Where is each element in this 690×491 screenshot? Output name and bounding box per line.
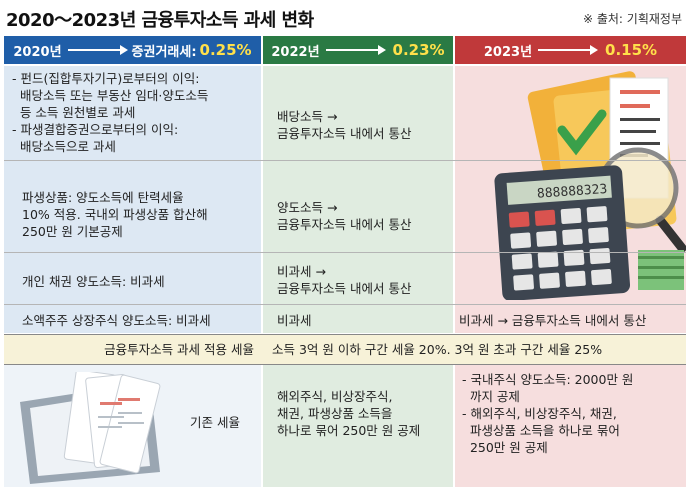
cell-line: 10% 적용. 국내외 파생상품 합산해 <box>22 207 208 222</box>
r1-2022-text: 배당소득 → 금융투자소득 내에서 통산 <box>277 108 453 142</box>
cell-line: 하나로 묶어 250만 원 공제 <box>277 423 421 438</box>
header-2020-label: 증권거래세: <box>131 44 197 60</box>
row-divider <box>4 364 686 365</box>
finance-illustration: 888888323 <box>494 71 686 300</box>
r3-2022-text: 비과세 → 금융투자소득 내에서 통산 <box>277 263 453 297</box>
cell-line: 소액주주 상장주식 양도소득: 비과세 <box>22 313 211 328</box>
arrow-icon <box>325 45 386 55</box>
cell-line: 비과세 → 금융투자소득 내에서 통산 <box>459 313 647 328</box>
calculator-key <box>537 251 559 268</box>
r4-2022-text: 비과세 <box>277 312 453 329</box>
column-2020-bg <box>4 66 261 333</box>
page-title: 2020～2023년 금융투자소득 과세 변화 <box>6 10 314 31</box>
tax-rate-row-bg <box>4 334 686 364</box>
cell-line: 비과세 → <box>277 264 326 279</box>
cell-line: 소득 3억 원 이하 구간 세율 20%. 3억 원 초과 구간 세율 25% <box>272 342 603 357</box>
header-2022-rate: 0.23% <box>392 41 445 59</box>
r2-2020-text: 파생상품: 양도소득에 탄력세율 10% 적용. 국내외 파생상품 합산해 250만… <box>22 189 260 240</box>
calculator-key <box>591 268 612 286</box>
arrow-icon <box>538 45 599 55</box>
calculator-key <box>586 206 608 223</box>
r5-rate-text: 소득 3억 원 이하 구간 세율 20%. 3억 원 초과 구간 세율 25% <box>272 341 686 358</box>
cell-line: 채권, 파생상품 소득을 <box>277 406 393 421</box>
laptop-documents-illustration <box>20 372 161 484</box>
header-2020-rate: 0.25% <box>199 41 252 59</box>
calculator-key <box>562 228 583 245</box>
column-2022-bg-bottom <box>263 365 453 487</box>
cell-line: 250만 원 공제 <box>462 440 548 455</box>
row-divider <box>4 334 686 335</box>
cell-line: 양도소득 → <box>277 200 338 215</box>
cell-line: 금융투자소득 내에서 통산 <box>277 281 412 296</box>
header-2020-year: 2020년 <box>13 44 62 60</box>
calculator-key <box>534 209 556 226</box>
cell-line: 비과세 <box>277 313 312 328</box>
cell-line: 까지 공제 <box>462 389 520 404</box>
header-2022-year: 2022년 <box>271 44 320 60</box>
source-note: ※ 출처: 기획재정부 <box>582 12 682 26</box>
header-2020: 2020년 증권거래세: 0.25% <box>4 36 261 64</box>
calculator-key <box>560 207 582 225</box>
calculator-key <box>565 270 586 287</box>
calculator-key <box>511 253 533 270</box>
arrow-icon <box>67 45 128 55</box>
cell-line: 배당소득 또는 부동산 임대·양도소득 <box>12 88 209 103</box>
calculator-key <box>536 230 557 247</box>
r2-2022-text: 양도소득 → 금융투자소득 내에서 통산 <box>277 199 453 233</box>
calculator-display: 888888323 <box>537 182 608 202</box>
row-divider <box>4 252 686 253</box>
cell-line: 파생상품 소득을 하나로 묶어 <box>462 423 620 438</box>
r4-2023-text: 비과세 → 금융투자소득 내에서 통산 <box>459 312 687 329</box>
cell-line: - 해외주식, 비상장주식, 채권, <box>462 406 617 421</box>
calculator-key <box>508 211 530 228</box>
r3-2020-text: 개인 채권 양도소득: 비과세 <box>22 273 260 290</box>
column-2023-bg-bottom <box>455 365 686 487</box>
r4-2020-text: 소액주주 상장주식 양도소득: 비과세 <box>22 312 260 329</box>
r5-label: 금융투자소득 과세 적용 세율 <box>4 341 254 358</box>
row-divider <box>4 304 686 305</box>
calculator-key <box>588 227 609 244</box>
money-stack-icon <box>638 250 684 290</box>
cell-line: 해외주식, 비상장주식, <box>277 389 393 404</box>
calculator-key <box>539 272 560 289</box>
cell-line: - 국내주식 양도소득: 2000만 원 <box>462 372 634 387</box>
cell-line: 금융투자소득 과세 적용 세율 <box>104 342 254 357</box>
header-2023-rate: 0.15% <box>605 41 658 59</box>
cell-line: - 펀드(집합투자기구)로부터의 이익: <box>12 71 200 86</box>
calculator-key <box>563 249 585 266</box>
column-2022-bg <box>263 66 453 333</box>
cell-line: 파생상품: 양도소득에 탄력세율 <box>22 190 184 205</box>
row-divider <box>4 160 686 161</box>
r6-2023-text: - 국내주식 양도소득: 2000만 원 까지 공제 - 해외주식, 비상장주식,… <box>462 371 687 456</box>
cell-line: - 파생결합증권으로부터의 이익: <box>12 122 179 137</box>
calculator-key <box>589 248 611 265</box>
cell-line: 기존 세율 <box>190 415 240 430</box>
cell-line: 개인 채권 양도소득: 비과세 <box>22 274 165 289</box>
header-2023: 2023년 0.15% <box>455 36 686 64</box>
calculator-key <box>513 274 534 291</box>
r1-2020-text: - 펀드(집합투자기구)로부터의 이익: 배당소득 또는 부동산 임대·양도소득… <box>12 70 260 155</box>
cell-line: 배당소득으로 과세 <box>12 139 116 154</box>
cell-line: 250만 원 기본공제 <box>22 224 123 239</box>
cell-line: 금융투자소득 내에서 통산 <box>277 126 412 141</box>
cell-line: 금융투자소득 내에서 통산 <box>277 217 412 232</box>
calculator-icon: 888888323 <box>494 165 631 300</box>
r6-label: 기존 세율 <box>190 414 260 431</box>
calculator-key <box>510 232 532 249</box>
header-2022: 2022년 0.23% <box>263 36 453 64</box>
header-2023-year: 2023년 <box>483 44 533 60</box>
cell-line: 배당소득 → <box>277 109 338 124</box>
cell-line: 등 소득 원천별로 과세 <box>12 105 136 120</box>
